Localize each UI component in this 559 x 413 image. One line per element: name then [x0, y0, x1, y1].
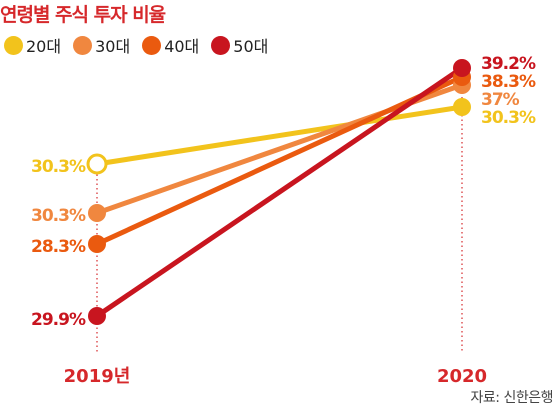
- x-tick-2020: 2020: [437, 366, 487, 387]
- value-label-2019-20s: 30.3%: [31, 157, 86, 177]
- legend-label-20s: 20대: [26, 37, 62, 56]
- series-line-40s: [95, 74, 464, 247]
- legend-dot-30s: [73, 35, 93, 55]
- source-note: 자료: 신한은행: [470, 390, 554, 406]
- chart-title: 연령별 주식 투자 비율: [0, 4, 166, 26]
- value-label-2019-30s: 30.3%: [31, 206, 86, 226]
- legend-label-30s: 30대: [95, 37, 131, 56]
- legend-item-40s: 40대: [142, 33, 199, 57]
- legend-item-30s: 30대: [73, 33, 130, 57]
- value-label-2020-30s: 37%: [481, 90, 520, 110]
- legend-item-20s: 20대: [4, 33, 61, 57]
- marker-2020-50s: [453, 59, 471, 77]
- legend-dot-40s: [142, 35, 162, 55]
- legend-dot-20s: [4, 35, 23, 55]
- value-label-2019-40s: 28.3%: [31, 237, 86, 257]
- legend-label-50s: 50대: [233, 37, 269, 56]
- value-label-2020-50s: 39.2%: [481, 54, 536, 74]
- marker-2020-20s: [453, 98, 471, 116]
- legend-label-40s: 40대: [164, 37, 200, 56]
- series-line-50s: [95, 65, 464, 319]
- value-label-2020-20s: 30.3%: [481, 108, 536, 128]
- series-line-20s: [96, 104, 463, 167]
- marker-2019-50s: [88, 307, 106, 325]
- x-tick-2019: 2019년: [64, 366, 131, 387]
- legend: 20대 30대 40대 50대: [4, 33, 268, 57]
- legend-dot-50s: [211, 35, 231, 55]
- marker-2019-40s: [88, 235, 106, 253]
- value-label-2020-40s: 38.3%: [481, 72, 536, 92]
- marker-2019-30s: [88, 204, 106, 222]
- value-label-2019-50s: 29.9%: [31, 310, 86, 330]
- legend-item-50s: 50대: [211, 33, 268, 57]
- marker-2019-20s: [86, 153, 108, 175]
